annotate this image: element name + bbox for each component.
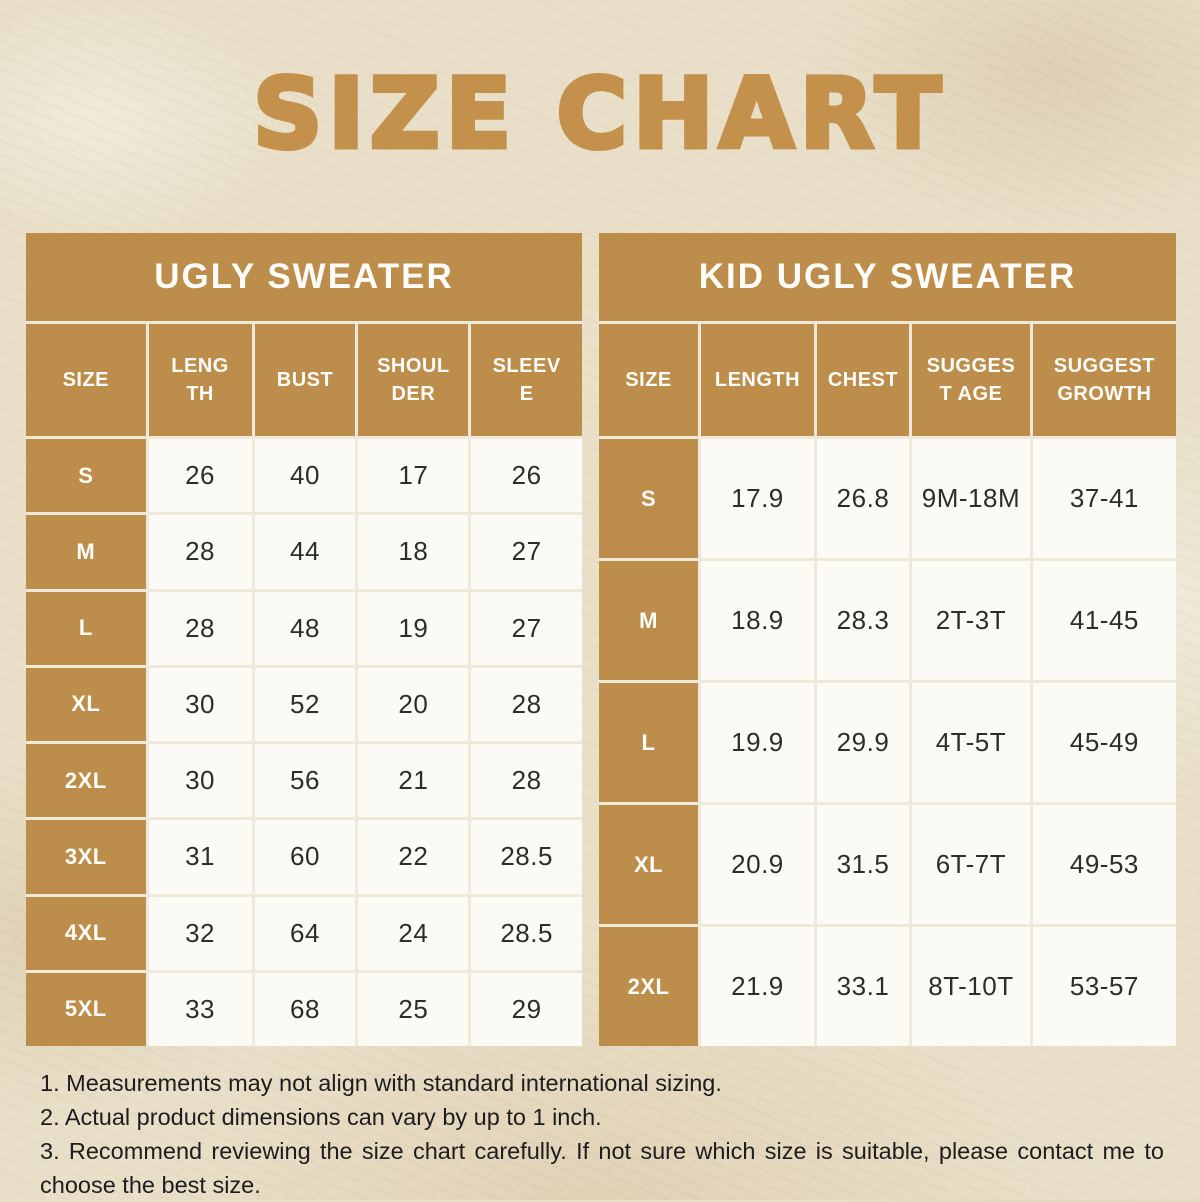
cell-value: 29 xyxy=(471,972,582,1046)
cell-value: 25 xyxy=(358,972,469,1046)
column-header-size: SIZE xyxy=(599,324,699,436)
cell-value: 19.9 xyxy=(701,683,814,802)
cell-value: 26.8 xyxy=(816,439,910,558)
cell-value: 9M-18M xyxy=(912,439,1030,558)
row-size-label: XL xyxy=(26,667,146,741)
cell-value: 8T-10T xyxy=(912,927,1030,1046)
adult-ugly-sweater-table: UGLY SWEATER SIZE LENG TH BUST SHOUL DER… xyxy=(26,233,582,1046)
row-size-label: 2XL xyxy=(599,927,699,1046)
cell-value: 26 xyxy=(148,439,252,513)
cell-value: 30 xyxy=(148,744,252,818)
kid-ugly-sweater-table: KID UGLY SWEATER SIZE LENGTH CHEST SUGGE… xyxy=(599,233,1176,1046)
column-header-length: LENG TH xyxy=(148,324,252,436)
cell-value: 6T-7T xyxy=(912,805,1030,924)
row-size-label: 5XL xyxy=(26,972,146,1046)
cell-value: 28 xyxy=(471,744,582,818)
cell-value: 28 xyxy=(148,515,252,589)
cell-value: 28.5 xyxy=(471,820,582,894)
cell-value: 27 xyxy=(471,591,582,665)
column-header-size: SIZE xyxy=(26,324,146,436)
column-header-length: LENGTH xyxy=(701,324,814,436)
table-title-adult: UGLY SWEATER xyxy=(26,233,582,321)
row-size-label: S xyxy=(26,439,146,513)
column-header-suggest-growth: SUGGEST GROWTH xyxy=(1032,324,1176,436)
cell-value: 64 xyxy=(254,896,356,970)
cell-value: 2T-3T xyxy=(912,561,1030,680)
cell-value: 45-49 xyxy=(1032,683,1176,802)
footnote-1: 1. Measurements may not align with stand… xyxy=(40,1070,722,1096)
cell-value: 21.9 xyxy=(701,927,814,1046)
cell-value: 19 xyxy=(358,591,469,665)
table-title-kid: KID UGLY SWEATER xyxy=(599,233,1176,321)
cell-value: 60 xyxy=(254,820,356,894)
cell-value: 27 xyxy=(471,515,582,589)
tables-row: UGLY SWEATER SIZE LENG TH BUST SHOUL DER… xyxy=(26,233,1176,1046)
row-size-label: L xyxy=(599,683,699,802)
cell-value: 48 xyxy=(254,591,356,665)
cell-value: 26 xyxy=(471,439,582,513)
cell-value: 28.3 xyxy=(816,561,910,680)
row-size-label: XL xyxy=(599,805,699,924)
cell-value: 21 xyxy=(358,744,469,818)
cell-value: 20.9 xyxy=(701,805,814,924)
row-size-label: 2XL xyxy=(26,744,146,818)
cell-value: 49-53 xyxy=(1032,805,1176,924)
cell-value: 33.1 xyxy=(816,927,910,1046)
page-title: SIZE CHART xyxy=(251,56,947,173)
cell-value: 68 xyxy=(254,972,356,1046)
cell-value: 41-45 xyxy=(1032,561,1176,680)
cell-value: 28 xyxy=(471,667,582,741)
footnote-2: 2. Actual product dimensions can vary by… xyxy=(40,1104,602,1130)
column-header-chest: CHEST xyxy=(816,324,910,436)
column-header-suggest-age: SUGGES T AGE xyxy=(912,324,1030,436)
cell-value: 56 xyxy=(254,744,356,818)
footnote-3: 3. Recommend reviewing the size chart ca… xyxy=(40,1138,1164,1198)
column-header-bust: BUST xyxy=(254,324,356,436)
cell-value: 52 xyxy=(254,667,356,741)
column-header-shoulder: SHOUL DER xyxy=(358,324,469,436)
cell-value: 37-41 xyxy=(1032,439,1176,558)
cell-value: 24 xyxy=(358,896,469,970)
cell-value: 17.9 xyxy=(701,439,814,558)
cell-value: 18.9 xyxy=(701,561,814,680)
row-size-label: 4XL xyxy=(26,896,146,970)
cell-value: 40 xyxy=(254,439,356,513)
cell-value: 33 xyxy=(148,972,252,1046)
cell-value: 31 xyxy=(148,820,252,894)
cell-value: 31.5 xyxy=(816,805,910,924)
cell-value: 18 xyxy=(358,515,469,589)
cell-value: 30 xyxy=(148,667,252,741)
cell-value: 53-57 xyxy=(1032,927,1176,1046)
cell-value: 22 xyxy=(358,820,469,894)
cell-value: 4T-5T xyxy=(912,683,1030,802)
row-size-label: M xyxy=(599,561,699,680)
cell-value: 28.5 xyxy=(471,896,582,970)
cell-value: 32 xyxy=(148,896,252,970)
footnotes: 1. Measurements may not align with stand… xyxy=(40,1066,1164,1202)
cell-value: 17 xyxy=(358,439,469,513)
column-header-sleeve: SLEEV E xyxy=(471,324,582,436)
row-size-label: L xyxy=(26,591,146,665)
row-size-label: M xyxy=(26,515,146,589)
row-size-label: S xyxy=(599,439,699,558)
cell-value: 20 xyxy=(358,667,469,741)
row-size-label: 3XL xyxy=(26,820,146,894)
cell-value: 44 xyxy=(254,515,356,589)
cell-value: 28 xyxy=(148,591,252,665)
cell-value: 29.9 xyxy=(816,683,910,802)
